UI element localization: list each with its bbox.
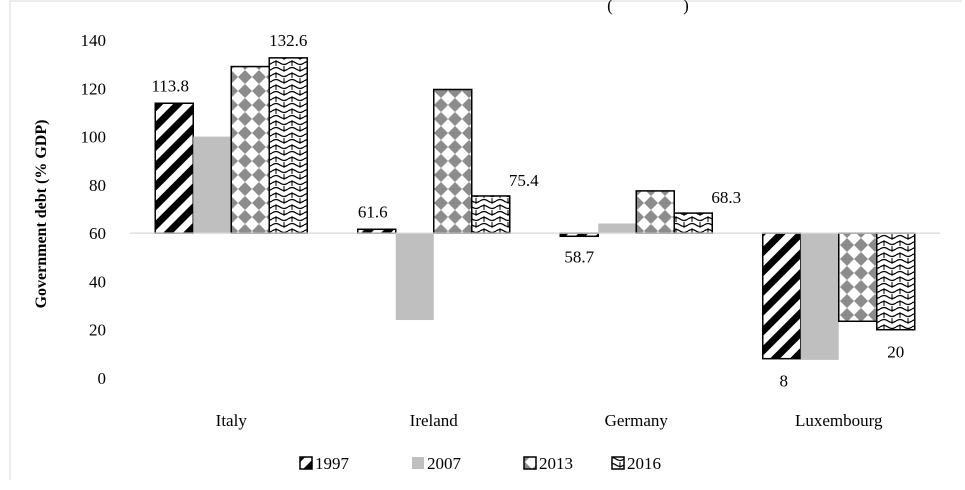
bar-1997-italy [154, 102, 194, 234]
data-label-5: 68.3 [711, 188, 741, 207]
bar-1997-luxembourg [762, 232, 802, 360]
y-tick-label-1: 20 [89, 321, 106, 340]
bar-2007-italy [193, 136, 232, 234]
category-label-italy: Italy [216, 411, 248, 430]
bar-2016-ireland [471, 195, 511, 234]
bar-2007-germany [598, 223, 637, 234]
data-label-2: 61.6 [358, 202, 388, 221]
bars-group [154, 57, 916, 360]
bar-2013-luxembourg [838, 232, 878, 323]
bar-2016-luxembourg [876, 232, 916, 331]
data-labels-group: 113.8 132.6 61.6 75.4 58.7 68.3 8 20 [151, 31, 904, 391]
legend-swatch-1997 [299, 456, 313, 470]
category-label-germany: Germany [605, 411, 669, 430]
legend: 1997 2007 2013 2016 [299, 454, 661, 473]
legend-label-2007: 2007 [427, 454, 462, 473]
bar-2016-germany [673, 212, 713, 234]
data-label-3: 75.4 [509, 171, 539, 190]
bar-2016-italy [268, 57, 308, 234]
data-label-4: 58.7 [564, 247, 594, 266]
legend-label-2016: 2016 [627, 454, 661, 473]
y-axis-ticks: 0 20 40 60 80 100 120 140 [81, 31, 107, 388]
data-label-7: 20 [887, 343, 904, 362]
data-label-6: 8 [780, 372, 789, 391]
title-fragment-open: ( [607, 0, 613, 15]
category-labels-group: Italy Ireland Germany Luxembourg [216, 411, 883, 430]
bar-2013-germany [635, 190, 675, 234]
legend-swatch-2016 [611, 456, 625, 470]
y-tick-label-5: 100 [81, 128, 107, 147]
y-tick-label-0: 0 [98, 369, 107, 388]
data-label-0: 113.8 [151, 76, 189, 95]
category-label-ireland: Ireland [410, 411, 459, 430]
legend-label-2013: 2013 [539, 454, 573, 473]
bar-2013-ireland [433, 88, 473, 234]
y-axis-label: Government debt (% GDP) [33, 120, 50, 309]
bar-2013-italy [230, 65, 270, 234]
y-tick-label-6: 120 [81, 79, 107, 98]
y-tick-label-4: 80 [89, 176, 106, 195]
y-tick-label-3: 60 [89, 224, 106, 243]
title-fragment-close: ) [683, 0, 689, 15]
legend-label-1997: 1997 [315, 454, 350, 473]
bar-2007-luxembourg [800, 233, 839, 360]
legend-swatch-2013 [523, 456, 537, 470]
bar-2007-ireland [395, 233, 434, 321]
y-tick-label-2: 40 [89, 272, 106, 291]
legend-swatch-2007 [412, 457, 424, 469]
y-tick-label-7: 140 [81, 31, 107, 50]
data-label-1: 132.6 [269, 31, 307, 50]
category-label-luxembourg: Luxembourg [795, 411, 883, 430]
